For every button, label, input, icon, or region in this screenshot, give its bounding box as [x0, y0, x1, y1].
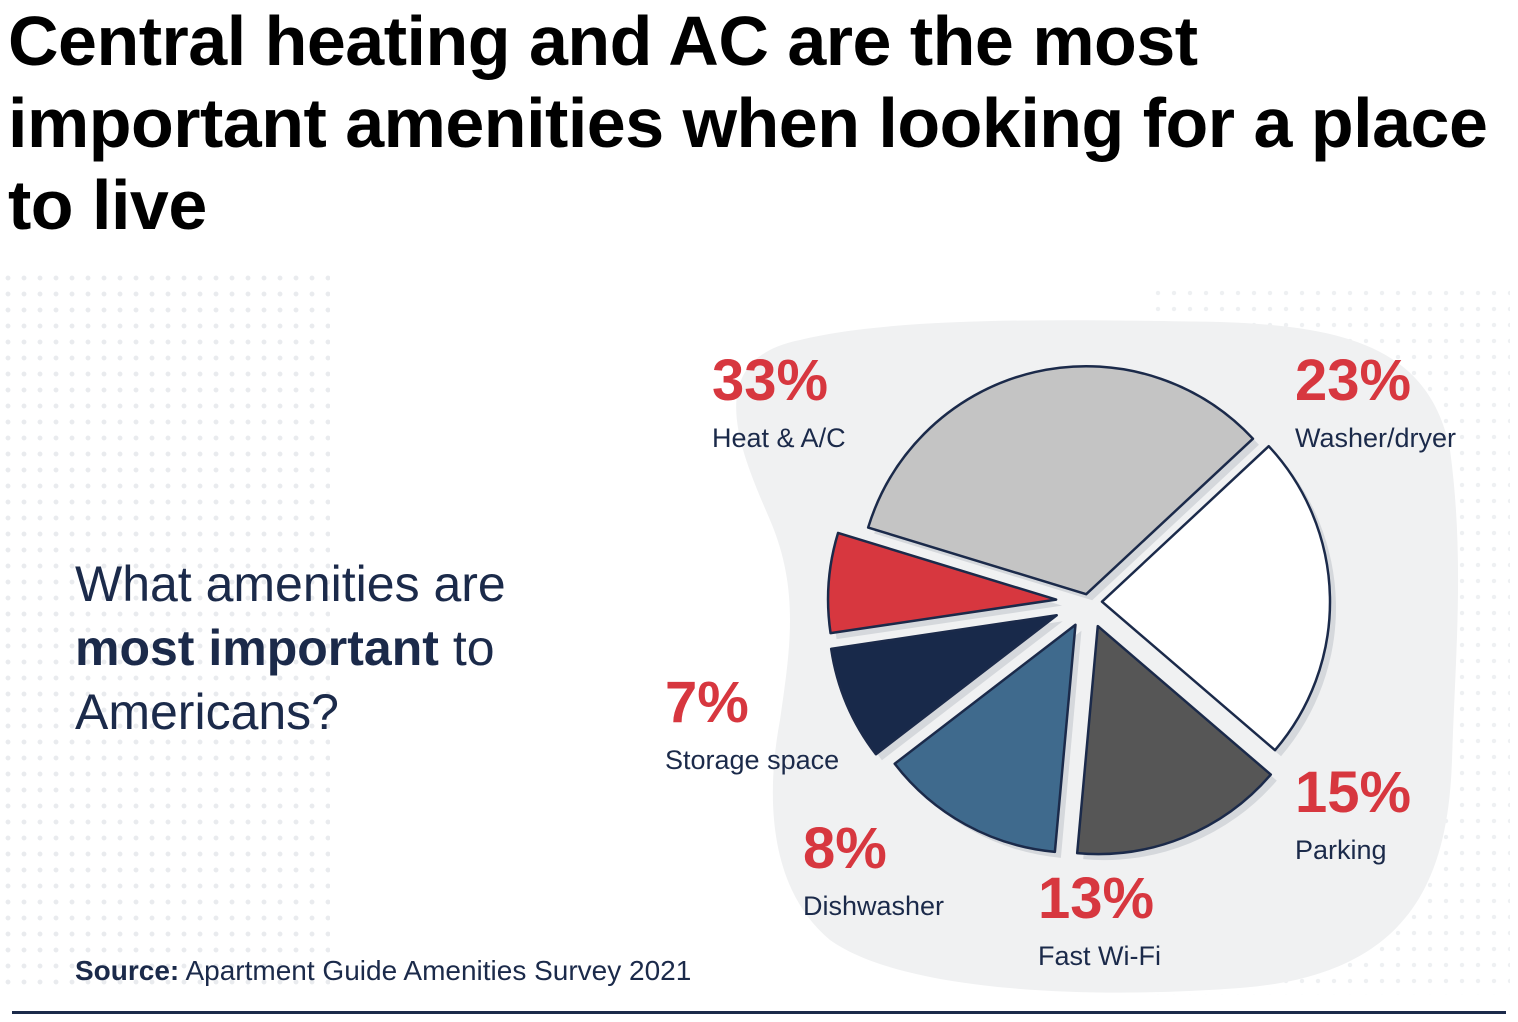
slice-category-label: Parking	[1295, 835, 1387, 865]
pie-slice-washer-dryer	[1100, 444, 1332, 752]
pie-slice-parking	[1075, 624, 1273, 856]
question-line-2-end: to	[452, 620, 495, 676]
pie-slice-fast-wi-fi	[893, 623, 1077, 854]
bottom-rule	[12, 1011, 1506, 1014]
pie-slice-dishwasher	[829, 614, 1058, 756]
pie-slices	[826, 364, 1336, 861]
question-line-3: Americans?	[75, 684, 339, 740]
slice-category-label: Washer/dryer	[1295, 423, 1456, 453]
slice-percent-label: 7%	[665, 670, 749, 735]
slice-category-label: Heat & A/C	[712, 423, 846, 453]
slice-category-label: Storage space	[665, 745, 839, 775]
question-text: What amenities are most important to Ame…	[75, 552, 675, 744]
slice-percent-label: 15%	[1295, 760, 1411, 825]
source-label: Source:	[75, 955, 180, 986]
source-note: Source: Apartment Guide Amenities Survey…	[75, 955, 691, 987]
slice-percent-label: 23%	[1295, 348, 1411, 413]
pie-slice-storage-space	[826, 531, 1058, 635]
question-emphasis: most important	[75, 620, 439, 676]
slice-percent-label: 13%	[1038, 866, 1154, 931]
pie-labels: 33% Heat & A/C 23% Washer/dryer 15% Parking 13…	[665, 348, 1456, 971]
slice-percent-label: 8%	[803, 816, 887, 881]
question-line-1: What amenities are	[75, 556, 506, 612]
slice-category-label: Dishwasher	[803, 891, 944, 921]
source-text: Apartment Guide Amenities Survey 2021	[185, 955, 692, 986]
pie-slice-heat-a-c	[866, 364, 1255, 596]
dot-pattern-left	[0, 270, 330, 990]
slice-category-label: Fast Wi-Fi	[1038, 941, 1161, 971]
slice-percent-label: 33%	[712, 348, 828, 413]
page-title: Central heating and AC are the most impo…	[8, 2, 1488, 244]
